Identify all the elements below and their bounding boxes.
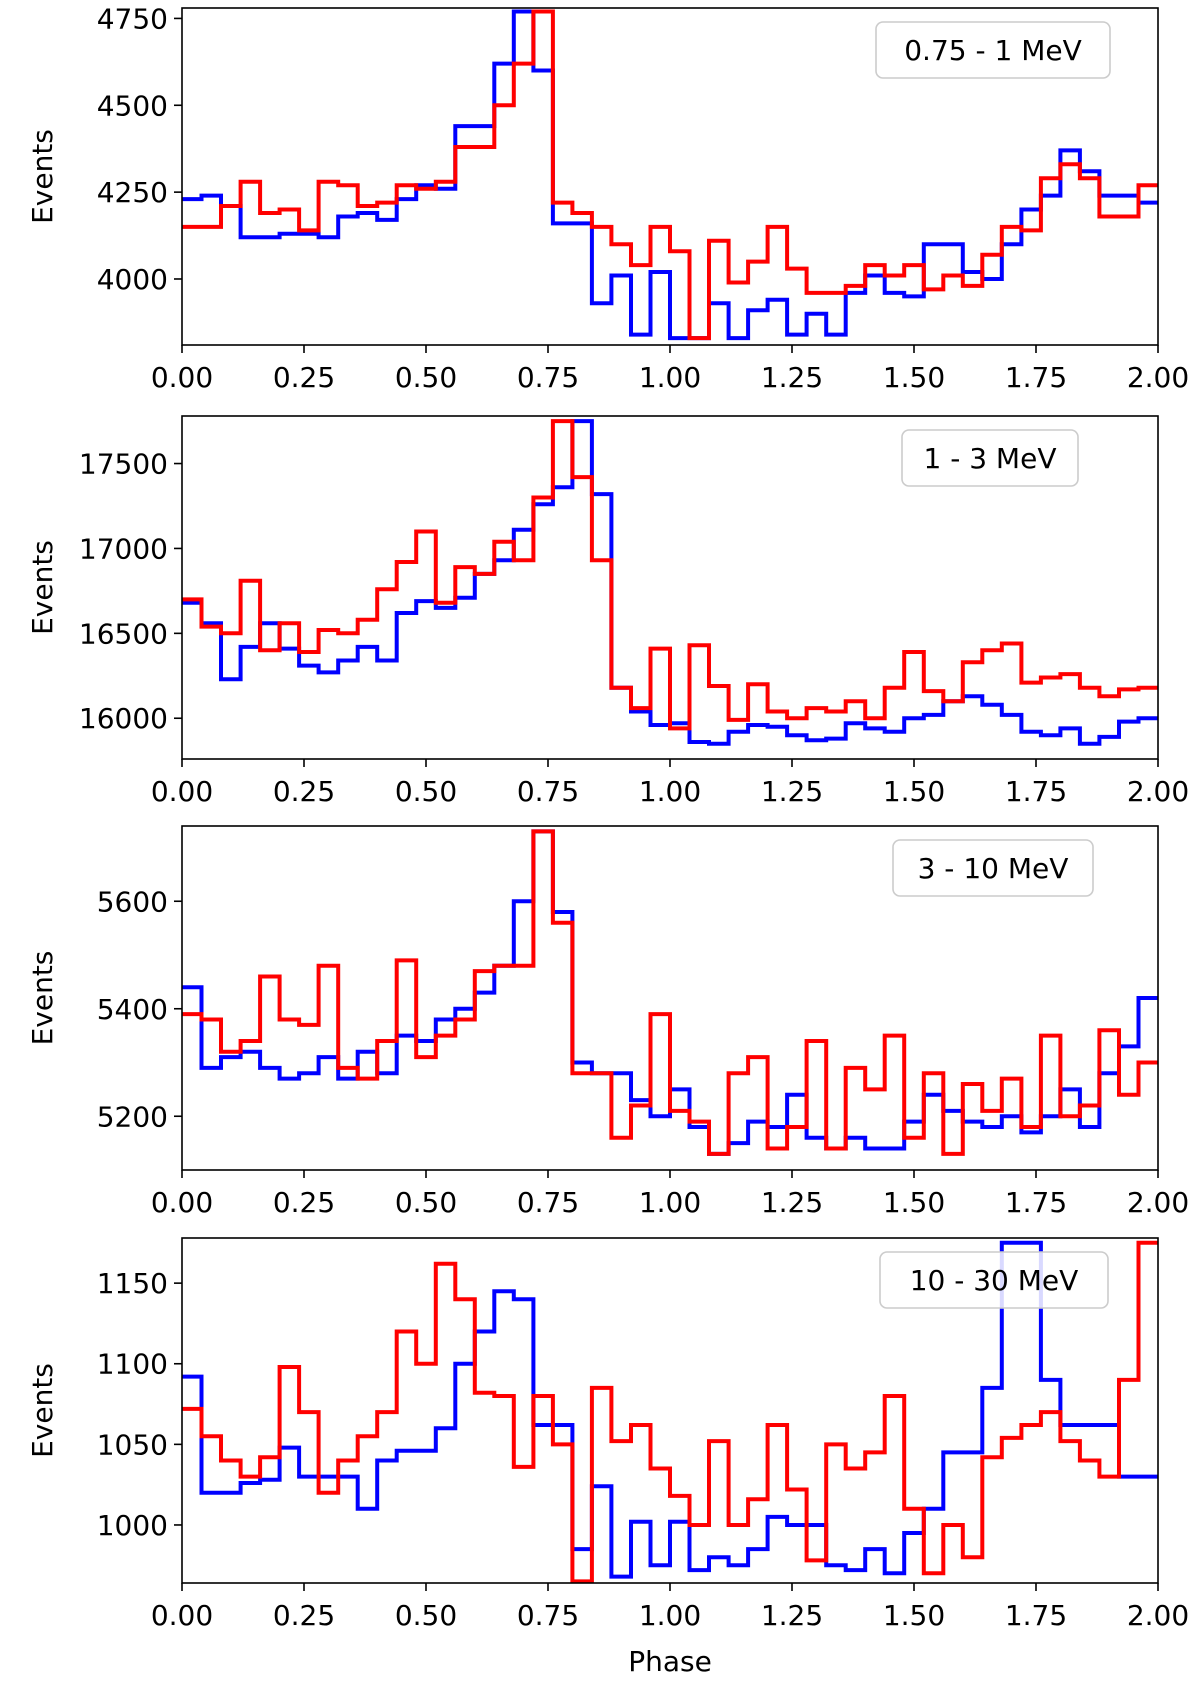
x-tick-label: 0.25 <box>273 1599 335 1632</box>
series-blue-line <box>182 1240 1158 1579</box>
x-axis-label: Phase <box>628 1645 712 1678</box>
x-tick-label: 0.50 <box>395 1186 457 1219</box>
series-red-line <box>182 1240 1158 1584</box>
x-tick-label: 1.25 <box>761 1599 823 1632</box>
y-tick-label: 5400 <box>97 993 168 1026</box>
x-tick-label: 1.50 <box>883 361 945 394</box>
y-tick-label: 4250 <box>97 176 168 209</box>
x-tick-label: 1.50 <box>883 1599 945 1632</box>
panel-4: 0.00 0.25 0.50 0.75 1.00 1.25 1.50 1.75 2.00 1000… <box>26 1237 1189 1678</box>
y-tick-label: 17000 <box>79 532 168 565</box>
x-tick-label: 0.75 <box>517 775 579 808</box>
x-tick-label: 1.00 <box>639 775 701 808</box>
x-tick-label: 0.50 <box>395 361 457 394</box>
y-tick-label: 17500 <box>79 448 168 481</box>
x-tick-label: 1.75 <box>1005 1186 1067 1219</box>
x-tick-label: 0.25 <box>273 361 335 394</box>
x-tick-label: 0.50 <box>395 1599 457 1632</box>
x-tick-label: 0.00 <box>151 775 213 808</box>
y-tick-label: 4000 <box>97 263 168 296</box>
x-tick-label: 1.50 <box>883 1186 945 1219</box>
energy-band-label: 3 - 10 MeV <box>918 852 1069 885</box>
x-tick-label: 0.00 <box>151 361 213 394</box>
energy-band-label-box <box>892 839 1094 897</box>
series-red-line <box>182 9 1158 341</box>
x-tick-label: 1.50 <box>883 775 945 808</box>
x-tick-label: 0.75 <box>517 361 579 394</box>
energy-band-label: 1 - 3 MeV <box>924 442 1057 475</box>
y-tick-label: 5200 <box>97 1100 168 1133</box>
x-tick-label: 1.25 <box>761 775 823 808</box>
energy-band-label: 0.75 - 1 MeV <box>904 34 1082 67</box>
x-tick-label: 0.50 <box>395 775 457 808</box>
x-tick-label: 1.00 <box>639 1186 701 1219</box>
panel-3: 0.00 0.25 0.50 0.75 1.00 1.25 1.50 1.75 2.00 5200… <box>26 825 1189 1219</box>
y-tick-label: 1000 <box>97 1509 168 1542</box>
x-tick-label: 1.75 <box>1005 775 1067 808</box>
x-tick-label: 2.00 <box>1127 1186 1189 1219</box>
x-tick-label: 1.25 <box>761 1186 823 1219</box>
panel-2: 0.00 0.25 0.50 0.75 1.00 1.25 1.50 1.75 2.00 1600… <box>26 415 1189 808</box>
y-axis-label: Events <box>26 129 59 224</box>
y-tick-label: 16000 <box>79 702 168 735</box>
x-tick-label: 1.25 <box>761 361 823 394</box>
x-tick-label: 1.00 <box>639 1599 701 1632</box>
x-tick-label: 0.00 <box>151 1599 213 1632</box>
panel-1: 0.00 0.25 0.50 0.75 1.00 1.25 1.50 1.75 2.00 4000… <box>26 2 1189 394</box>
y-tick-label: 1150 <box>97 1267 168 1300</box>
series-blue-line <box>182 9 1158 341</box>
y-tick-label: 4750 <box>97 2 168 35</box>
x-tick-label: 0.75 <box>517 1599 579 1632</box>
y-tick-label: 4500 <box>97 89 168 122</box>
x-tick-label: 0.25 <box>273 775 335 808</box>
energy-band-label-box <box>901 429 1079 487</box>
y-axis-label: Events <box>26 540 59 635</box>
energy-band-label: 10 - 30 MeV <box>910 1264 1079 1297</box>
y-tick-label: 5600 <box>97 885 168 918</box>
y-axis-label: Events <box>26 1363 59 1458</box>
x-tick-label: 1.75 <box>1005 1599 1067 1632</box>
energy-band-label-box <box>879 1251 1109 1309</box>
x-tick-label: 2.00 <box>1127 1599 1189 1632</box>
series-red-line <box>182 419 1158 731</box>
x-tick-label: 0.75 <box>517 1186 579 1219</box>
y-axis-label: Events <box>26 951 59 1046</box>
x-tick-label: 1.75 <box>1005 361 1067 394</box>
x-tick-label: 2.00 <box>1127 361 1189 394</box>
x-tick-label: 1.00 <box>639 361 701 394</box>
energy-band-label-box <box>875 21 1111 79</box>
y-tick-label: 1100 <box>97 1348 168 1381</box>
x-tick-label: 0.00 <box>151 1186 213 1219</box>
y-tick-label: 1050 <box>97 1428 168 1461</box>
x-tick-label: 0.25 <box>273 1186 335 1219</box>
y-tick-label: 16500 <box>79 617 168 650</box>
series-red-line <box>182 829 1158 1156</box>
x-tick-label: 2.00 <box>1127 775 1189 808</box>
